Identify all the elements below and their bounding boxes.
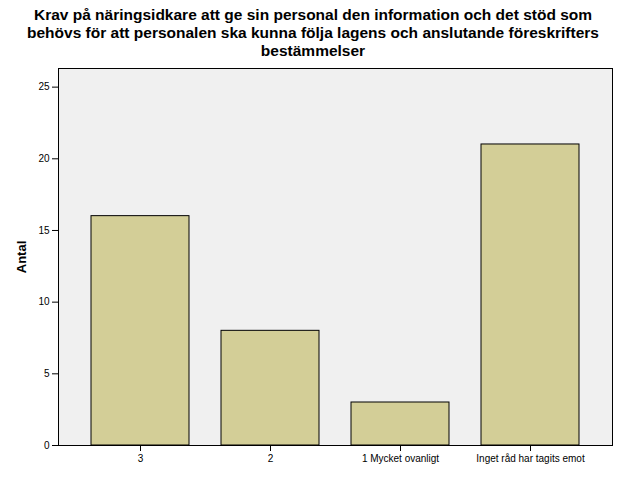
svg-text:1 Mycket ovanligt: 1 Mycket ovanligt: [362, 453, 439, 464]
svg-text:Inget råd har tagits emot: Inget råd har tagits emot: [476, 453, 585, 464]
svg-text:5: 5: [44, 368, 50, 379]
html-text:Krav på näringsidkare att ge s: Krav på näringsidkare att ge sin persona…: [27, 6, 599, 59]
svg-text:3: 3: [138, 453, 144, 464]
svg-text:20: 20: [38, 153, 50, 164]
svg-text:2: 2: [268, 453, 274, 464]
svg-text:0: 0: [44, 440, 50, 451]
svg-text:Antal: Antal: [14, 241, 29, 274]
svg-text:10: 10: [38, 296, 50, 307]
svg-text:15: 15: [38, 225, 50, 236]
svg-text:25: 25: [38, 81, 50, 92]
